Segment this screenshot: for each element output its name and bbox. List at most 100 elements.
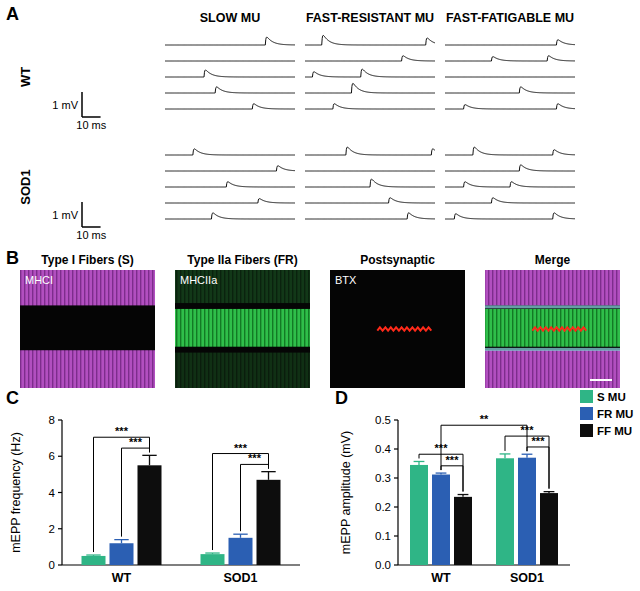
y-axis-label: mEPP amplitude (mV) [339, 431, 353, 554]
scale-bar-voltage [81, 92, 83, 117]
panel-label: B [6, 248, 19, 268]
mepp-trace [445, 56, 575, 61]
micrograph [175, 270, 310, 388]
bar [138, 465, 162, 565]
error-stem [149, 455, 150, 465]
mepp-trace [305, 35, 435, 45]
error-bar [142, 455, 156, 465]
bar [454, 497, 472, 565]
scale-bar-label: 1 mV [52, 99, 78, 111]
significance-label: *** [532, 435, 546, 447]
significance-bracket [527, 447, 549, 489]
column-title: FAST-FATIGABLE MU [446, 11, 574, 25]
error-bar [114, 540, 128, 544]
error-cap [458, 494, 469, 495]
figure: ASLOW MUFAST-RESISTANT MUFAST-FATIGABLE … [0, 0, 640, 591]
bar [229, 538, 253, 565]
mepp-trace [165, 37, 295, 45]
legend-label: FF MU [597, 425, 632, 437]
error-bar [86, 555, 100, 557]
type-i-fiber [20, 350, 155, 388]
y-tick-label: 0.4 [375, 443, 392, 455]
y-tick [394, 506, 398, 507]
mepp-trace [445, 40, 575, 45]
bracket-line [122, 448, 150, 537]
error-bar [436, 473, 447, 474]
mepp-trace [165, 149, 295, 155]
error-bar [233, 534, 247, 538]
mepp-trace [445, 182, 575, 187]
y-tick-label: 0.1 [375, 530, 391, 542]
bracket-line [441, 425, 527, 470]
scale-bar-time [82, 226, 101, 228]
error-bar [544, 492, 555, 493]
y-axis [397, 420, 398, 565]
stain-label: BTX [335, 274, 357, 286]
error-bar [205, 553, 219, 554]
y-tick [394, 448, 398, 449]
stain-label: MHCIIa [180, 274, 218, 286]
y-tick [394, 564, 398, 565]
significance-bracket [241, 464, 269, 531]
bar [432, 475, 450, 565]
endplate [377, 327, 431, 330]
error-cap [233, 534, 247, 535]
mepp-trace [305, 69, 435, 77]
error-cap [436, 472, 447, 473]
mepp-trace [165, 70, 295, 77]
fiber-border [485, 348, 620, 351]
significance-label: *** [446, 454, 460, 466]
mepp-trace [305, 198, 435, 203]
mepp-trace [165, 182, 295, 187]
scale-bar-label: 10 ms [76, 229, 106, 241]
legend-label: S MU [597, 391, 626, 403]
row-label: WT [18, 67, 33, 87]
error-cap [261, 471, 275, 472]
mepp-trace [165, 87, 295, 93]
bar [201, 554, 225, 565]
image-title: Postsynaptic [360, 253, 435, 267]
micrograph [330, 270, 465, 388]
panel-label: D [335, 388, 348, 408]
scale-bar-time [82, 116, 101, 118]
bracket-line [241, 464, 269, 531]
mepp-trace [305, 171, 435, 172]
image-background [20, 270, 155, 388]
endplate [532, 327, 586, 330]
significance-bracket [122, 448, 150, 537]
bars [410, 454, 558, 565]
image-title: Type IIa Fibers (FR) [187, 253, 297, 267]
y-tick-label: 0.5 [375, 414, 391, 426]
error-cap [114, 539, 128, 540]
bars [82, 455, 281, 565]
error-bar [261, 472, 275, 480]
scale-bar-label: 10 ms [76, 119, 106, 131]
mepp-trace [165, 166, 295, 171]
bracket-line [94, 437, 150, 552]
significance-bracket [94, 437, 150, 552]
bracket-line [527, 447, 549, 489]
y-tick [58, 456, 62, 457]
y-tick [58, 492, 62, 493]
bar [82, 556, 106, 565]
mepp-trace [305, 147, 435, 155]
column-title: FAST-RESISTANT MU [306, 11, 434, 25]
error-bar [500, 454, 511, 458]
y-tick-label: 0.0 [375, 559, 391, 571]
y-tick [58, 419, 62, 420]
mepp-trace [165, 199, 295, 203]
error-cap [86, 554, 100, 555]
significance-label: *** [129, 436, 143, 448]
error-stem [504, 454, 505, 458]
stain-label: MHCI [25, 274, 53, 286]
panel-label: C [6, 388, 19, 408]
x-tick-label: WT [431, 571, 451, 585]
image-title: Type I Fibers (S) [41, 253, 133, 267]
bar [110, 543, 134, 565]
mepp-trace [445, 87, 575, 93]
scale-bar-voltage [81, 202, 83, 227]
type-i-fiber [485, 350, 620, 388]
y-tick-label: 6 [49, 450, 55, 462]
scale-bar-label: 1 mV [52, 209, 78, 221]
mepp-trace [445, 198, 575, 203]
